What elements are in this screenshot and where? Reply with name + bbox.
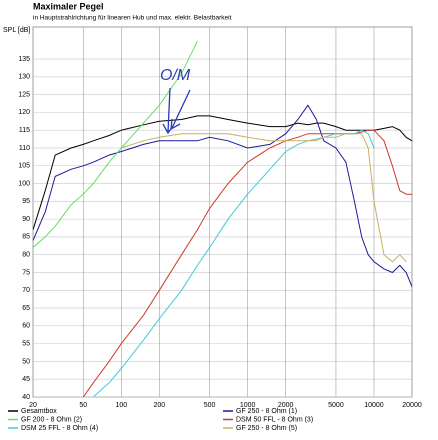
x-tick-label: 20000	[402, 402, 422, 409]
y-tick-label: 95	[22, 198, 30, 205]
y-tick-label: 75	[22, 269, 30, 276]
chart-title: Maximaler Pegel	[33, 1, 104, 11]
y-tick-label: 55	[22, 340, 30, 347]
x-tick-label: 1000	[240, 402, 256, 409]
y-tick-label: 90	[22, 216, 30, 223]
series-line	[33, 40, 198, 248]
y-tick-label: 130	[18, 74, 30, 81]
y-tick-label: 80	[22, 252, 30, 259]
legend-label: Gesamtbox	[21, 408, 57, 415]
x-tick-label: 100	[115, 402, 127, 409]
legend-label: GF 250 - 8 Ohm (5)	[236, 425, 297, 432]
series-line	[121, 133, 407, 263]
lines	[33, 40, 412, 397]
x-tick-label: 20	[29, 402, 37, 409]
y-tick-label: 115	[19, 127, 30, 134]
legend-label: DSM 50 FFL - 8 Ohm (3)	[236, 416, 313, 423]
y-tick-label: 45	[22, 376, 30, 383]
x-tick-label: 10000	[364, 402, 384, 409]
y-tick-label: 65	[22, 305, 30, 312]
y-tick-label: 40	[22, 394, 30, 401]
series-line	[82, 129, 412, 397]
legend: Gesamtbox GF 250 - 8 Ohm (1) GF 200 - 8 Oh…	[8, 408, 313, 432]
x-tick-label: 50	[79, 402, 87, 409]
x-tick-label: 500	[204, 402, 216, 409]
y-tick-label: 85	[22, 234, 30, 241]
y-tick-label: 125	[18, 91, 30, 98]
y-axis-label: SPL [dB]	[3, 27, 30, 34]
y-tick-label: 110	[19, 145, 30, 152]
x-tick-label: 200	[153, 402, 165, 409]
y-tick-label: 120	[18, 109, 30, 116]
x-tick-label: 2000	[278, 402, 294, 409]
grid: 40 45 50 55 60 65 70 75 80 85 90 95 100 105 110 115 120 1…	[18, 27, 422, 409]
y-tick-label: 60	[22, 323, 30, 330]
y-tick-label: 100	[18, 180, 30, 187]
y-tick-label: 105	[18, 163, 30, 170]
legend-label: DSM 25 FFL - 8 Ohm (4)	[21, 425, 98, 432]
y-tick-label: 70	[22, 287, 30, 294]
y-tick-label: 50	[22, 358, 30, 365]
legend-label: GF 250 - 8 Ohm (1)	[236, 408, 297, 415]
handwriting	[162, 87, 191, 135]
chart-subtitle: in Hauptstrahlrichtung für linearen Hub …	[33, 15, 232, 22]
series-line	[33, 104, 412, 287]
x-tick-label: 5000	[328, 402, 344, 409]
y-tick-label: 135	[18, 56, 30, 63]
legend-label: GF 200 - 8 Ohm (2)	[21, 416, 82, 423]
annotation: O/M	[160, 67, 191, 84]
arrow	[170, 89, 191, 131]
